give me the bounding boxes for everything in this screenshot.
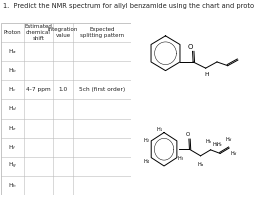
Text: H$_b$: H$_b$: [205, 137, 213, 146]
Text: H$_d$: H$_d$: [8, 104, 17, 113]
Text: O: O: [186, 132, 190, 137]
Text: H$_d$: H$_d$: [225, 135, 233, 143]
Text: H$_4$: H$_4$: [143, 157, 151, 166]
Text: Proton: Proton: [4, 30, 21, 35]
Text: Expected
splitting pattern: Expected splitting pattern: [80, 27, 124, 38]
Text: H$_c$: H$_c$: [216, 140, 224, 149]
Text: H$_a$: H$_a$: [8, 47, 17, 56]
Text: H$_2$: H$_2$: [143, 137, 150, 145]
Text: 5ch (first order): 5ch (first order): [79, 87, 125, 92]
Text: H$_c$: H$_c$: [8, 85, 17, 94]
Text: H$_1$: H$_1$: [156, 125, 164, 134]
Text: 1.0: 1.0: [58, 87, 68, 92]
Text: H$_g$: H$_g$: [8, 161, 17, 171]
Text: H$_b$: H$_b$: [212, 140, 219, 149]
Text: 1.  Predict the NMR spectrum for allyl benzamide using the chart and proton assi: 1. Predict the NMR spectrum for allyl be…: [3, 3, 254, 9]
Text: H$_b$: H$_b$: [8, 66, 17, 75]
Text: 4-7 ppm: 4-7 ppm: [26, 87, 51, 92]
Text: H$_e$: H$_e$: [8, 124, 17, 133]
Text: H$_f$: H$_f$: [8, 143, 17, 152]
Text: Integration
value: Integration value: [48, 27, 78, 38]
Text: Estimated
chemical
shift: Estimated chemical shift: [25, 24, 52, 41]
Text: H: H: [204, 72, 209, 77]
Text: O: O: [188, 44, 193, 50]
Text: H$_3$: H$_3$: [177, 154, 185, 163]
Text: H$_d$: H$_d$: [230, 149, 238, 158]
Text: H$_h$: H$_h$: [8, 181, 17, 190]
Text: H$_a$: H$_a$: [197, 160, 205, 169]
